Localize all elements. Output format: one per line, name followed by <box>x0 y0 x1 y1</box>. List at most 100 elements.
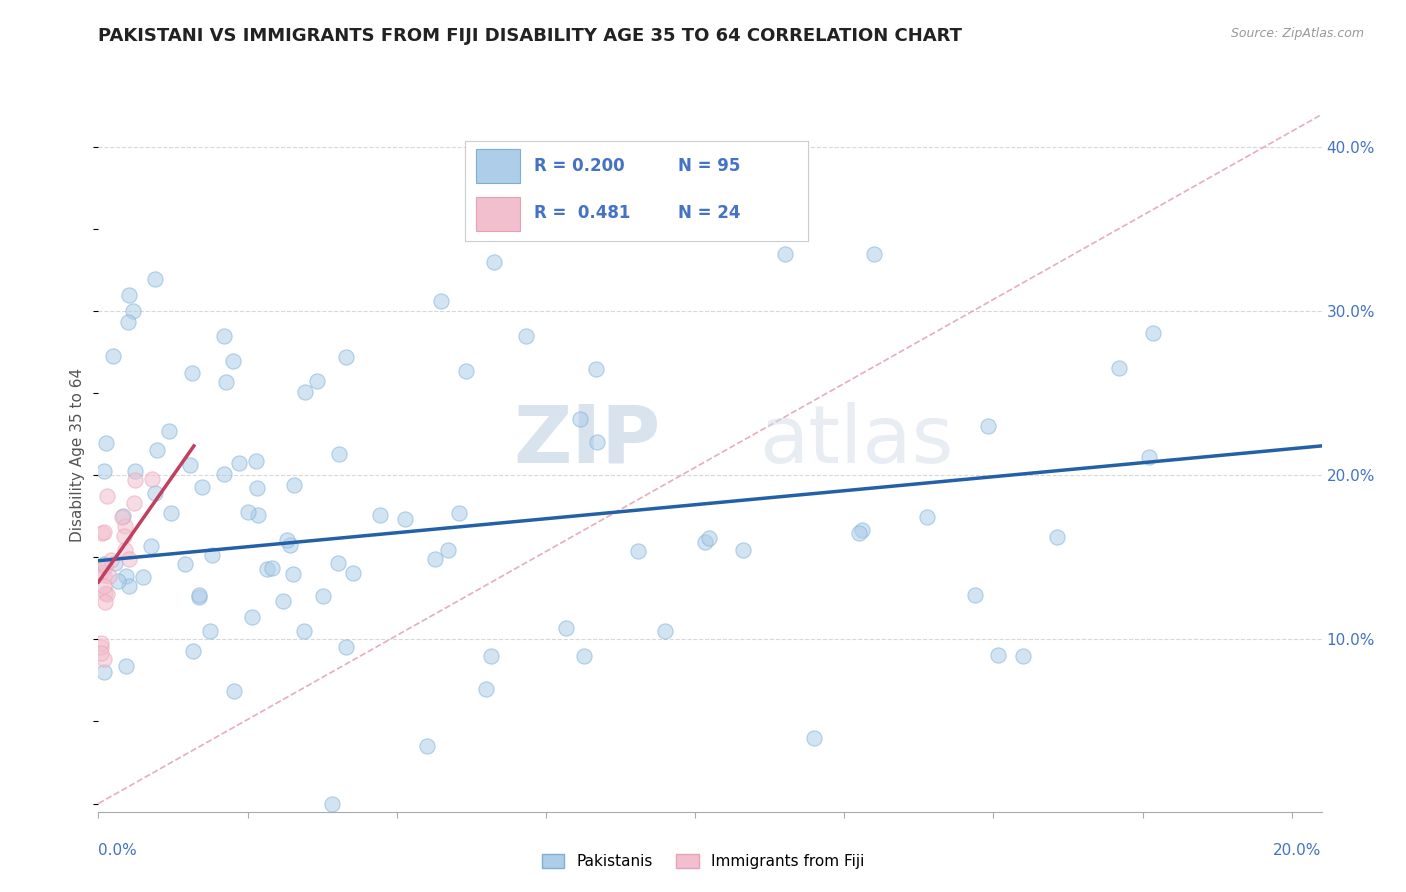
Point <box>342 566 364 581</box>
Point <box>1012 648 1035 663</box>
Point <box>415 739 437 753</box>
Point <box>654 624 676 639</box>
Point <box>93 559 115 574</box>
Point <box>157 424 180 438</box>
Point <box>212 329 235 343</box>
Y-axis label: Disability Age 35 to 64: Disability Age 35 to 64 <box>70 368 86 542</box>
Point <box>100 553 122 567</box>
Point <box>191 480 214 494</box>
Point <box>917 509 939 524</box>
Point <box>335 350 357 364</box>
Bar <box>475 197 520 231</box>
Point <box>256 562 278 576</box>
Point <box>222 684 245 698</box>
Point <box>697 531 720 545</box>
Point <box>188 590 211 604</box>
Point <box>93 557 115 571</box>
Point <box>484 255 506 269</box>
Text: atlas: atlas <box>759 401 953 480</box>
Point <box>1108 360 1130 375</box>
Point <box>146 443 169 458</box>
Point <box>368 508 391 523</box>
Text: ZIP: ZIP <box>513 401 661 480</box>
Point <box>572 648 595 663</box>
Point <box>91 566 114 580</box>
Point <box>159 507 181 521</box>
Point <box>181 644 204 658</box>
Point <box>554 622 576 636</box>
Point <box>111 509 134 524</box>
Point <box>104 556 127 570</box>
Point <box>93 595 115 609</box>
Text: Source: ZipAtlas.com: Source: ZipAtlas.com <box>1230 27 1364 40</box>
Bar <box>475 149 520 183</box>
Point <box>114 518 136 533</box>
Point <box>118 288 141 302</box>
Point <box>294 384 316 399</box>
Point <box>93 464 115 478</box>
Point <box>111 508 134 523</box>
Point <box>214 375 236 389</box>
Point <box>122 495 145 509</box>
Point <box>90 526 112 541</box>
Point <box>245 454 267 468</box>
Point <box>118 579 141 593</box>
Point <box>141 472 163 486</box>
Point <box>863 247 886 261</box>
Point <box>449 506 471 520</box>
Point <box>1046 530 1069 544</box>
Point <box>141 539 163 553</box>
Point <box>93 652 115 666</box>
Point <box>121 304 143 318</box>
Point <box>222 353 245 368</box>
Point <box>117 315 139 329</box>
Point <box>851 524 873 538</box>
Point <box>228 456 250 470</box>
Point <box>98 569 121 583</box>
Point <box>423 552 446 566</box>
Point <box>281 567 304 582</box>
Point <box>240 610 263 624</box>
Point <box>96 587 118 601</box>
Point <box>132 569 155 583</box>
Point <box>475 681 498 696</box>
Point <box>112 529 135 543</box>
Point <box>173 557 195 571</box>
Point <box>335 640 357 655</box>
Point <box>276 533 298 548</box>
Point <box>143 271 166 285</box>
Point <box>90 646 112 660</box>
Point <box>90 636 112 650</box>
Point <box>328 557 350 571</box>
Point <box>96 436 118 450</box>
Point <box>271 594 294 608</box>
Point <box>93 579 115 593</box>
Text: R = 0.200: R = 0.200 <box>534 157 624 175</box>
Point <box>245 481 267 495</box>
Point <box>238 505 260 519</box>
Point <box>328 447 350 461</box>
Point <box>115 658 138 673</box>
Point <box>200 548 222 562</box>
Point <box>695 534 717 549</box>
Text: N = 95: N = 95 <box>678 157 740 175</box>
Point <box>93 568 115 582</box>
Point <box>260 561 283 575</box>
Point <box>773 247 796 261</box>
Point <box>212 467 235 481</box>
Point <box>118 551 141 566</box>
Legend: Pakistanis, Immigrants from Fiji: Pakistanis, Immigrants from Fiji <box>536 848 870 875</box>
Point <box>731 543 754 558</box>
Text: N = 24: N = 24 <box>678 204 740 222</box>
Point <box>568 412 591 426</box>
Point <box>963 588 986 602</box>
Point <box>803 731 825 745</box>
Point <box>456 364 478 378</box>
Point <box>321 797 343 811</box>
Point <box>305 374 328 388</box>
Point <box>436 543 458 558</box>
Point <box>90 640 112 654</box>
Text: R =  0.481: R = 0.481 <box>534 204 630 222</box>
Point <box>1137 450 1160 464</box>
Point <box>394 512 416 526</box>
